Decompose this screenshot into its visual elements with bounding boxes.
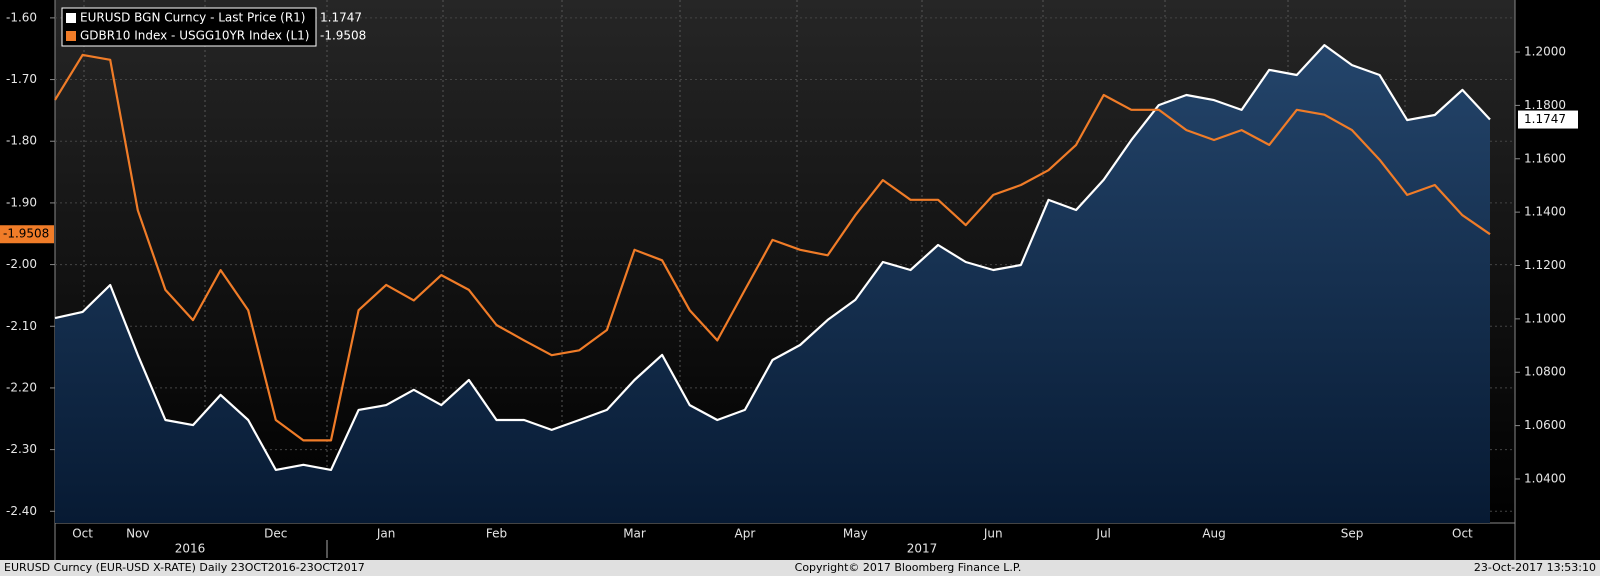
y-tick-label: -1.90 <box>6 195 37 209</box>
legend-value: 1.1747 <box>320 11 362 25</box>
footer-right: 23-Oct-2017 13:53:10 <box>1474 561 1596 574</box>
y2-tick-label: 1.1400 <box>1524 205 1566 219</box>
x-tick-label: Mar <box>623 527 646 541</box>
y-tick-label: -2.20 <box>6 380 37 394</box>
x-tick-label: Oct <box>72 527 93 541</box>
legend-value: -1.9508 <box>320 29 366 43</box>
y-tick-label: -2.10 <box>6 319 37 333</box>
y2-tick-label: 1.1800 <box>1524 98 1566 112</box>
y2-tick-label: 1.1200 <box>1524 258 1566 272</box>
x-tick-label: Oct <box>1452 527 1473 541</box>
y-tick-label: -2.40 <box>6 504 37 518</box>
line <box>54 53 1491 442</box>
legend-box <box>61 7 317 47</box>
legend-swatch <box>66 31 76 41</box>
x-tick-label: Sep <box>1341 527 1364 541</box>
y2-tick-label: 1.0600 <box>1524 418 1566 432</box>
legend-label: GDBR10 Index - USGG10YR Index (L1) <box>80 29 309 43</box>
x-tick-label: Dec <box>264 527 287 541</box>
x-tick-label: Feb <box>486 527 507 541</box>
y2-tick-label: 1.0800 <box>1524 365 1566 379</box>
legend-swatch <box>66 13 76 23</box>
last-value-label: -1.9508 <box>3 227 49 241</box>
x-tick-label: Jul <box>1095 527 1110 541</box>
y2-tick-label: 1.1000 <box>1524 311 1566 325</box>
last-value-label: 1.1747 <box>1524 112 1566 126</box>
y2-tick-label: 1.0400 <box>1524 471 1566 485</box>
y-tick-label: -1.80 <box>6 134 37 148</box>
x-tick-label: Nov <box>126 527 149 541</box>
y-tick-label: -1.60 <box>6 10 37 24</box>
y-tick-label: -2.30 <box>6 442 37 456</box>
y-tick-label: -1.70 <box>6 72 37 86</box>
footer-center: Copyright© 2017 Bloomberg Finance L.P. <box>795 561 1022 574</box>
x-tick-label: Aug <box>1202 527 1225 541</box>
x-tick-label: Apr <box>735 527 756 541</box>
x-tick-label: Jan <box>376 527 396 541</box>
y-tick-label: -2.00 <box>6 257 37 271</box>
footer-left: EURUSD Curncy (EUR-USD X-RATE) Daily 23O… <box>4 561 365 574</box>
last-value-flag <box>0 225 54 244</box>
legend-label: EURUSD BGN Curncy - Last Price (R1) <box>80 11 305 25</box>
footer-band <box>0 560 1600 576</box>
year-label: 2017 <box>907 542 938 556</box>
x-tick-label: Jun <box>983 527 1003 541</box>
line <box>54 44 1491 471</box>
x-tick-label: May <box>843 527 868 541</box>
last-value-flag <box>1518 110 1578 129</box>
area <box>55 45 1490 523</box>
year-label: 2016 <box>175 542 206 556</box>
y2-tick-label: 1.1600 <box>1524 151 1566 165</box>
y2-tick-label: 1.2000 <box>1524 45 1566 59</box>
